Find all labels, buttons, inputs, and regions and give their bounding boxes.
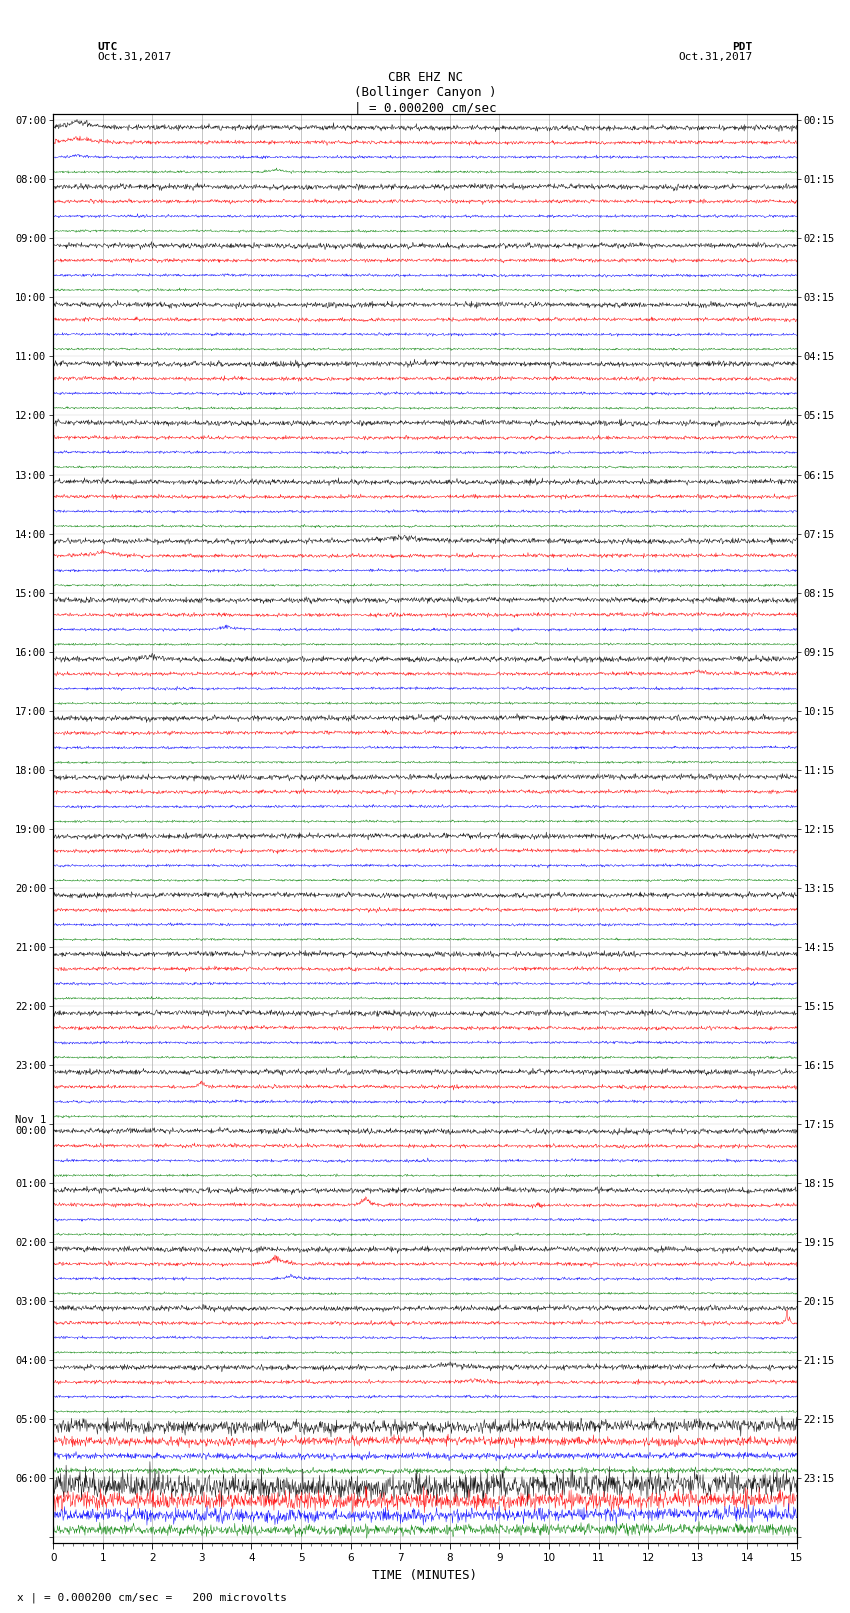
Text: Oct.31,2017: Oct.31,2017	[98, 52, 172, 61]
Title: CBR EHZ NC
(Bollinger Canyon )
| = 0.000200 cm/sec: CBR EHZ NC (Bollinger Canyon ) | = 0.000…	[354, 71, 496, 115]
Text: Oct.31,2017: Oct.31,2017	[678, 52, 752, 61]
X-axis label: TIME (MINUTES): TIME (MINUTES)	[372, 1569, 478, 1582]
Text: x | = 0.000200 cm/sec =   200 microvolts: x | = 0.000200 cm/sec = 200 microvolts	[17, 1592, 287, 1603]
Text: UTC: UTC	[98, 42, 118, 52]
Text: PDT: PDT	[732, 42, 752, 52]
